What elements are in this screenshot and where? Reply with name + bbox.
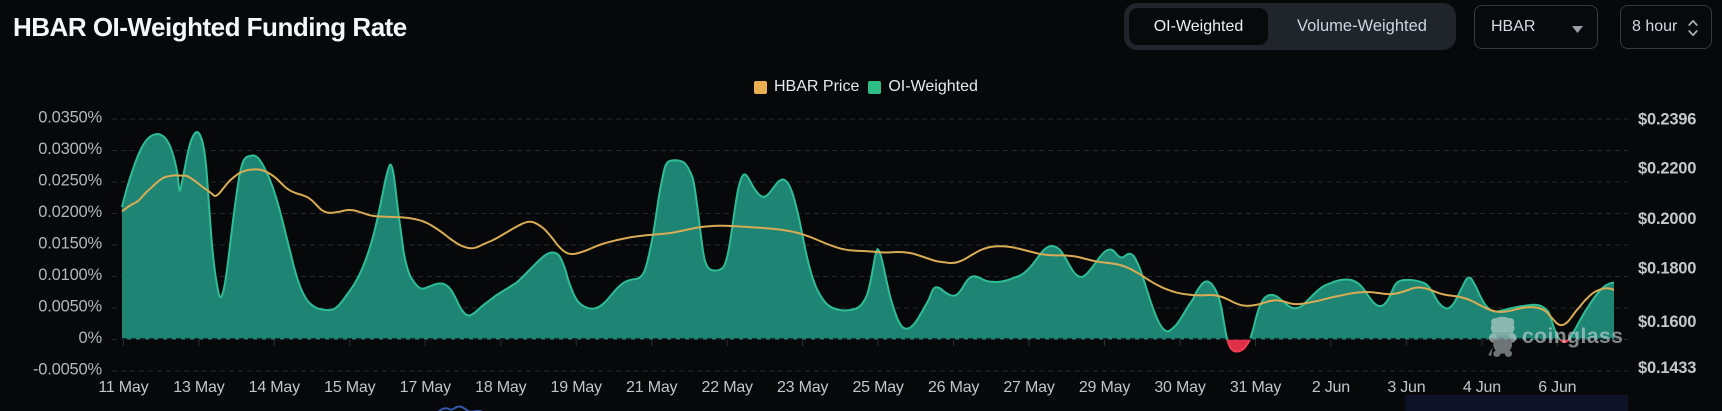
svg-text:15 May: 15 May	[324, 379, 375, 396]
svg-text:29 May: 29 May	[1079, 379, 1130, 396]
svg-text:13 May: 13 May	[173, 379, 224, 396]
svg-text:0.0050%: 0.0050%	[38, 298, 102, 316]
svg-text:$0.2396: $0.2396	[1638, 111, 1696, 129]
svg-text:0.0250%: 0.0250%	[38, 172, 102, 190]
svg-text:14 May: 14 May	[249, 379, 300, 396]
svg-text:31 May: 31 May	[1230, 379, 1281, 396]
svg-text:0.0200%: 0.0200%	[38, 203, 102, 221]
svg-text:0%: 0%	[79, 329, 103, 347]
svg-text:25 May: 25 May	[852, 379, 903, 396]
svg-text:3 Jun: 3 Jun	[1387, 379, 1425, 396]
svg-text:2 Jun: 2 Jun	[1312, 379, 1350, 396]
svg-text:27 May: 27 May	[1003, 379, 1054, 396]
svg-text:$0.2000: $0.2000	[1638, 210, 1696, 228]
svg-text:6 Jun: 6 Jun	[1538, 379, 1576, 396]
svg-text:23 May: 23 May	[777, 379, 828, 396]
svg-text:-0.0050%: -0.0050%	[33, 361, 103, 379]
svg-text:$0.1800: $0.1800	[1638, 260, 1696, 278]
svg-text:0.0300%: 0.0300%	[38, 140, 102, 158]
svg-text:$0.1600: $0.1600	[1638, 313, 1696, 331]
svg-text:$0.2200: $0.2200	[1638, 160, 1696, 178]
svg-text:11 May: 11 May	[98, 379, 148, 396]
svg-text:26 May: 26 May	[928, 379, 979, 396]
svg-text:0.0150%: 0.0150%	[38, 235, 102, 253]
svg-text:4 Jun: 4 Jun	[1463, 379, 1501, 396]
svg-text:19 May: 19 May	[551, 379, 602, 396]
svg-text:$0.1433: $0.1433	[1638, 359, 1696, 377]
svg-text:30 May: 30 May	[1154, 379, 1205, 396]
svg-text:18 May: 18 May	[475, 379, 526, 396]
svg-text:0.0350%: 0.0350%	[38, 109, 102, 127]
svg-text:17 May: 17 May	[400, 379, 451, 396]
svg-text:coinglass: coinglass	[1522, 325, 1623, 348]
svg-text:0.0100%: 0.0100%	[38, 266, 102, 284]
svg-text:22 May: 22 May	[702, 379, 753, 396]
svg-text:21 May: 21 May	[626, 379, 677, 396]
